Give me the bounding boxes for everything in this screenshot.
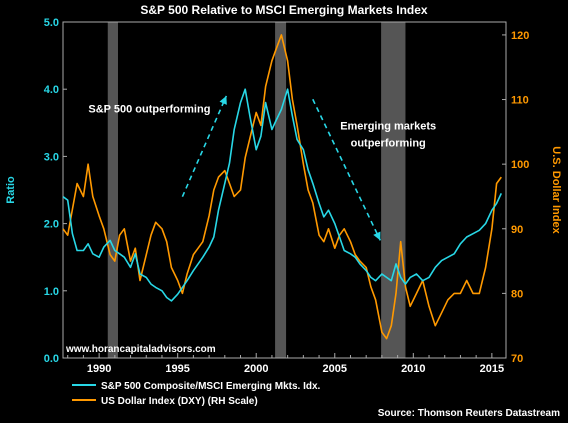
shaded-period-0	[107, 22, 118, 358]
plot-area-frame	[62, 21, 507, 359]
right-axis: 70 80 90 100 110 120	[502, 30, 529, 365]
right-tick-label: 100	[511, 159, 529, 171]
shaded-period-2	[381, 22, 406, 358]
chart-title: S&P 500 Relative to MSCI Emerging Market…	[140, 3, 428, 17]
series-line-dollar-index	[62, 34, 502, 340]
x-tick-label: 2015	[480, 363, 504, 375]
annotation-arrowhead-1	[373, 231, 381, 241]
x-tick-label: 2000	[244, 363, 268, 375]
legend-label-dollar: US Dollar Index (DXY) (RH Scale)	[101, 396, 258, 407]
right-tick-label: 90	[511, 224, 523, 236]
x-axis: 1990 1995 2000 2005 2010 2015	[67, 353, 504, 375]
legend: S&P 500 Composite/MSCI Emerging Mkts. Id…	[72, 381, 321, 407]
annotations: S&P 500 outperforming Emerging markets out…	[88, 104, 436, 150]
recession-shading	[107, 22, 406, 358]
annotation-text: Emerging markets	[340, 121, 436, 133]
series-lines	[62, 34, 503, 340]
left-tick-label: 4.0	[44, 84, 59, 96]
x-tick-label: 2005	[323, 363, 347, 375]
source-note: Source: Thomson Reuters Datastream	[378, 408, 560, 419]
watermark-text: www.horancapitaladvisors.com	[65, 344, 216, 355]
annotation-arrow-0	[181, 95, 228, 198]
left-axis: 0.0 1.0 2.0 3.0 4.0 5.0	[44, 17, 67, 365]
left-tick-label: 3.0	[44, 151, 59, 163]
annotation-arrowhead-0	[219, 95, 227, 105]
annotation-text: outperforming	[351, 137, 426, 149]
right-tick-label: 70	[511, 353, 523, 365]
left-tick-label: 0.0	[44, 353, 59, 365]
left-tick-label: 5.0	[44, 17, 59, 29]
left-axis-label: Ratio	[5, 176, 17, 204]
legend-label-ratio: S&P 500 Composite/MSCI Emerging Mkts. Id…	[101, 381, 321, 392]
x-tick-label: 2010	[401, 363, 425, 375]
right-axis-label: U.S. Dollar Index	[550, 146, 562, 234]
annotation-text: S&P 500 outperforming	[88, 104, 210, 116]
left-tick-label: 1.0	[44, 286, 59, 298]
series-line-ratio	[62, 88, 503, 302]
shaded-period-1	[275, 22, 287, 358]
annotation-arrows	[181, 95, 382, 241]
right-tick-label: 80	[511, 288, 523, 300]
x-tick-label: 1995	[165, 363, 189, 375]
x-tick-label: 1990	[87, 363, 111, 375]
right-tick-label: 120	[511, 30, 529, 42]
annotation-arrow-1	[312, 98, 382, 241]
right-tick-label: 110	[511, 95, 529, 107]
left-tick-label: 2.0	[44, 219, 59, 231]
